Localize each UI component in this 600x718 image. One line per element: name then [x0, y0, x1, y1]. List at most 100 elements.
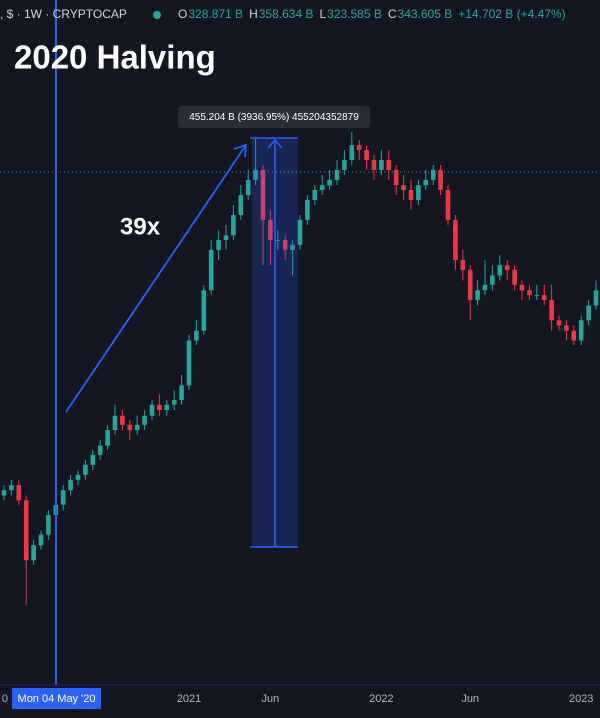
- candle-body: [260, 169, 266, 220]
- candle-body: [519, 284, 525, 291]
- legend-value: 358.634 B: [259, 7, 314, 21]
- candle-body: [38, 534, 44, 546]
- candle-body: [208, 249, 214, 291]
- candle-body: [23, 500, 29, 561]
- candle-body: [238, 195, 244, 215]
- candle-body: [201, 290, 207, 331]
- candle-body: [364, 150, 369, 160]
- legend-key: H: [249, 7, 258, 21]
- trend-arrow: [65, 144, 247, 413]
- x-tick-label: Jun: [461, 693, 479, 705]
- candle-body: [327, 179, 332, 186]
- candle-body: [171, 400, 177, 405]
- candle-body: [564, 325, 569, 331]
- candle-body: [245, 179, 251, 196]
- candle-body: [593, 290, 599, 306]
- candle-body: [90, 454, 96, 465]
- candle-body: [290, 244, 295, 250]
- symbol: , $ · 1W · CRYPTOCAP: [0, 7, 127, 21]
- candle-body: [127, 424, 133, 431]
- x-axis: 0 2021 Jun 2022 Jun 2023: [2, 693, 594, 705]
- candle-body: [342, 159, 347, 170]
- candle-body: [1, 490, 7, 496]
- candle-body: [497, 265, 503, 276]
- measure-arrow-head: [267, 138, 283, 149]
- candle-body: [253, 169, 258, 180]
- candle-body: [16, 485, 22, 501]
- legend-value: 343.605 B: [398, 7, 453, 21]
- candle-body: [75, 474, 81, 480]
- candle-body: [31, 545, 36, 561]
- candle-body: [120, 415, 125, 425]
- candles: [1, 131, 599, 605]
- x-tick-label: Jun: [262, 693, 280, 705]
- candle-body: [386, 159, 392, 170]
- candle-body: [312, 189, 318, 200]
- candle-body: [297, 219, 303, 245]
- candle-body: [275, 239, 281, 241]
- candle-body: [438, 169, 443, 190]
- candle-body: [97, 445, 103, 455]
- annotation: 39x: [120, 213, 161, 240]
- candle-body: [216, 239, 221, 250]
- candle-body: [430, 169, 436, 180]
- candle-body: [453, 219, 458, 261]
- legend-key: L: [319, 7, 326, 21]
- x-tick-label: 0: [2, 693, 8, 705]
- candle-body: [9, 485, 14, 491]
- candle-body: [223, 235, 229, 240]
- candle-body: [231, 214, 236, 236]
- candle-body: [445, 189, 451, 220]
- candle-body: [549, 300, 554, 321]
- x-tick-label: 2023: [569, 693, 593, 705]
- candle-body: [541, 295, 547, 301]
- candle-body: [46, 515, 51, 535]
- candle-body: [556, 320, 562, 326]
- x-tick-label: 2021: [177, 693, 201, 705]
- candle-body: [334, 169, 340, 180]
- candle-body: [157, 404, 162, 411]
- candle-body: [83, 464, 88, 475]
- chart-title: 2020 Halving: [14, 39, 216, 76]
- legend: O 328.871 B H 358.634 B L 323.585 B C 343.605 B…: [178, 7, 566, 21]
- candle-body: [356, 145, 362, 151]
- legend-value: 323.585 B: [327, 7, 382, 21]
- trend-arrow-head: [233, 143, 248, 158]
- x-tick-label: 2022: [369, 693, 393, 705]
- candle-body: [105, 430, 110, 446]
- candle-body: [408, 189, 414, 200]
- candle-body: [60, 490, 66, 505]
- candle-body: [423, 179, 429, 186]
- measure-label: 455.204 B (3936.95%) 455204352879: [189, 112, 359, 123]
- candle-body: [319, 185, 325, 190]
- candle-body: [68, 479, 73, 491]
- candle-body: [512, 269, 517, 285]
- candle-body: [504, 265, 510, 270]
- legend-key: O: [178, 7, 187, 21]
- legend-value: 328.871 B: [188, 7, 243, 21]
- candle-body: [475, 290, 480, 301]
- candle-body: [268, 219, 273, 240]
- measure-label-box: [178, 106, 370, 128]
- candle-body: [586, 305, 591, 321]
- candle-body: [371, 159, 377, 170]
- legend-key: C: [388, 7, 397, 21]
- crosshair-label: Mon 04 May '20: [18, 693, 96, 705]
- candle-body: [305, 199, 310, 220]
- candle-body: [393, 169, 399, 186]
- candle-body: [134, 424, 140, 431]
- candle-body: [527, 290, 532, 296]
- candle-body: [571, 330, 577, 341]
- crosshair-label-box: [12, 688, 101, 709]
- candle-body: [112, 415, 118, 431]
- candle-body: [186, 340, 192, 386]
- candle-body: [282, 239, 288, 250]
- candle-body: [534, 295, 540, 297]
- candle-body: [149, 404, 155, 416]
- candle-body: [401, 185, 406, 190]
- candle-body: [142, 415, 147, 425]
- status-dot: [153, 11, 161, 19]
- candle-body: [349, 145, 355, 160]
